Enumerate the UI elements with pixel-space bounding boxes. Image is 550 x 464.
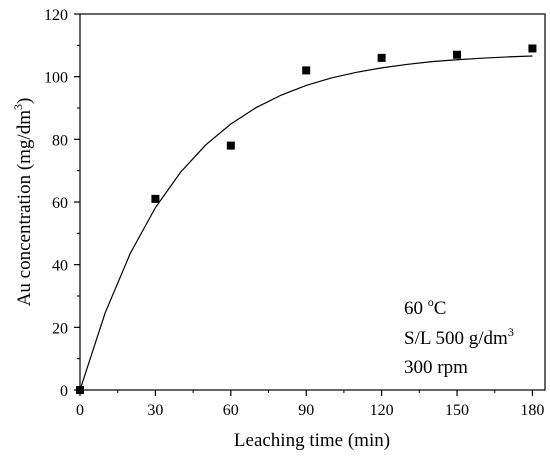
x-tick-label: 0 xyxy=(76,402,84,419)
x-tick-label: 150 xyxy=(445,402,469,419)
data-point xyxy=(528,44,537,53)
x-axis-label: Leaching time (min) xyxy=(234,430,390,451)
x-tick-label: 90 xyxy=(298,402,314,419)
data-point xyxy=(226,141,235,150)
annotation-temperature: 60 oC xyxy=(404,295,446,319)
x-tick-label: 30 xyxy=(147,402,163,419)
y-tick-label: 20 xyxy=(52,320,68,337)
data-points xyxy=(76,44,537,394)
y-tick-label: 80 xyxy=(52,132,68,149)
data-point xyxy=(76,386,84,394)
data-point xyxy=(377,53,386,62)
axis-ticks xyxy=(74,13,534,396)
conditions-annotation: 60 oC S/L 500 g/dm3 300 rpm xyxy=(404,295,514,378)
y-tick-label: 120 xyxy=(44,7,68,24)
axis-tick-labels: 0 30 60 90 120 150 180 0 20 40 60 80 100 120 xyxy=(44,7,544,419)
data-point xyxy=(453,50,462,59)
y-tick-label: 60 xyxy=(52,195,68,212)
y-tick-label: 0 xyxy=(60,383,68,400)
data-point xyxy=(151,194,160,203)
fit-curve xyxy=(79,55,533,391)
annotation-stirring-speed: 300 rpm xyxy=(404,357,468,378)
x-tick-label: 180 xyxy=(520,402,544,419)
y-tick-label: 100 xyxy=(44,70,68,87)
data-point xyxy=(302,66,311,75)
y-axis-label: Au concentration (mg/dm3) xyxy=(11,98,35,307)
annotation-solid-liquid-ratio: S/L 500 g/dm3 xyxy=(404,325,514,349)
x-tick-label: 120 xyxy=(370,402,394,419)
x-tick-label: 60 xyxy=(223,402,239,419)
y-tick-label: 40 xyxy=(52,258,68,275)
